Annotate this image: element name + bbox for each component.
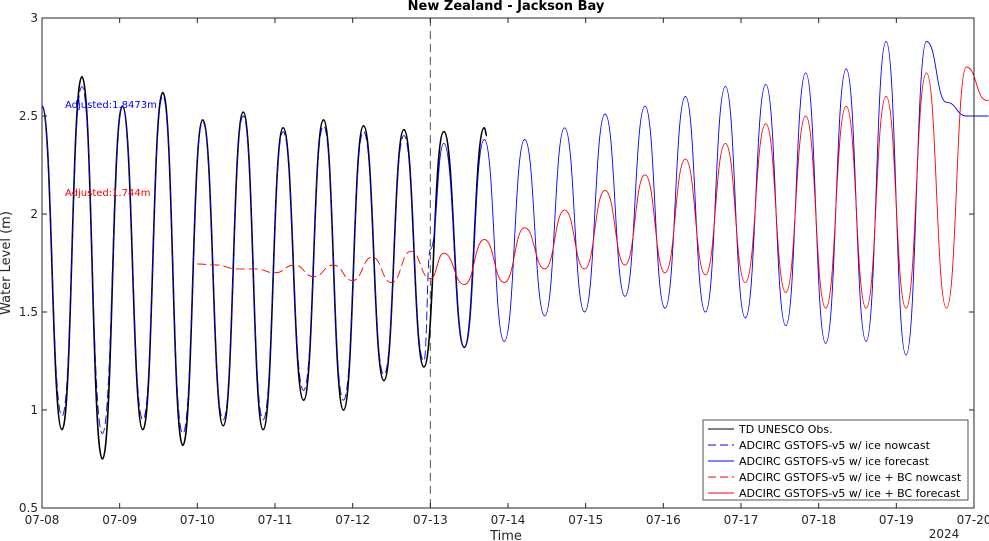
y-tick-label: 2 (30, 207, 38, 221)
y-tick-label: 0.5 (19, 501, 38, 515)
annotation-adjusted-blue: Adjusted:1.8473m (65, 100, 157, 111)
y-tick-label: 2.5 (19, 109, 38, 123)
x-tick-label: 07-11 (258, 513, 293, 527)
x-tick-label: 07-13 (413, 513, 448, 527)
series-line-3 (197, 250, 431, 284)
y-tick-label: 1 (30, 403, 38, 417)
legend-entry: ADCIRC GSTOFS-v5 w/ ice forecast (739, 455, 930, 468)
annotation-adjusted-red: Adjusted:1.744m (65, 188, 151, 199)
series-line-4 (430, 66, 989, 309)
x-tick-label: 07-08 (25, 513, 60, 527)
x-axis-label: Time (489, 529, 522, 541)
legend-entry: ADCIRC GSTOFS-v5 w/ ice + BC nowcast (739, 471, 962, 484)
legend-entry: TD UNESCO Obs. (738, 423, 833, 436)
series-line-2 (429, 41, 989, 356)
x-tick-label: 07-12 (335, 513, 370, 527)
chart-title: New Zealand - Jackson Bay (408, 0, 605, 14)
x-tick-label: 07-16 (646, 513, 681, 527)
legend-entry: ADCIRC GSTOFS-v5 w/ ice nowcast (739, 439, 931, 452)
series-line-1 (41, 86, 431, 434)
x-tick-label: 07-17 (724, 513, 759, 527)
x-tick-label: 07-19 (879, 513, 914, 527)
x-tick-label: 07-09 (102, 513, 137, 527)
legend: TD UNESCO Obs. ADCIRC GSTOFS-v5 w/ ice no… (702, 419, 969, 501)
x-tick-label: 07-15 (568, 513, 603, 527)
y-tick-label: 3 (30, 11, 38, 25)
y-tick-label: 1.5 (19, 305, 38, 319)
y-axis-label: Water Level (m) (0, 211, 14, 315)
x-tick-label: 07-14 (491, 513, 526, 527)
year-label: 2024 (929, 527, 960, 541)
legend-box (702, 419, 969, 501)
legend-entry: ADCIRC GSTOFS-v5 w/ ice + BC forecast (739, 487, 961, 500)
x-tick-label: 07-18 (801, 513, 836, 527)
x-tick-label: 07-20 (957, 513, 989, 527)
x-tick-label: 07-10 (180, 513, 215, 527)
